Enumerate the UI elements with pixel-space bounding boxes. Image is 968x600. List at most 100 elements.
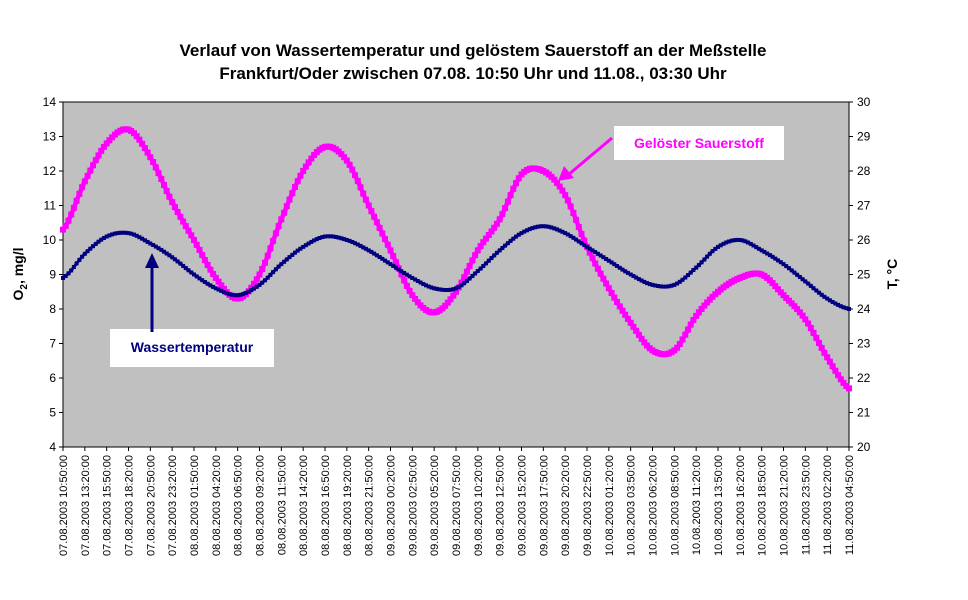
data-point [308,155,315,162]
data-point [227,292,232,297]
data-point [385,260,390,265]
data-point [361,245,366,250]
data-point [153,244,158,249]
data-point [252,286,256,291]
x-tick-label: 08.08.2003 14:20:00 [298,455,310,556]
data-point [268,272,273,277]
data-point [406,287,413,294]
data-point [355,242,360,247]
data-point [641,339,648,346]
series-0 [60,126,852,392]
x-tick-label: 09.08.2003 22:50:00 [582,455,594,556]
data-point [372,251,377,256]
data-point [178,261,183,266]
data-point [314,237,319,242]
data-point [592,260,599,267]
data-point [263,278,267,283]
data-point [174,209,181,215]
data-point [99,237,104,242]
y-left-tick-label: 9 [49,268,56,282]
data-point [249,288,254,293]
data-point [713,246,718,251]
annotation-temperature-label: Wassertemperatur [131,339,254,355]
data-point [391,263,396,268]
data-point [461,274,468,281]
data-point [394,265,398,270]
data-point [832,367,839,374]
data-point [159,247,164,252]
data-point [675,281,680,286]
data-point [606,258,611,263]
data-point [759,248,764,253]
data-point [181,263,186,268]
data-point [530,226,535,231]
data-point [303,243,308,248]
data-point [142,238,147,243]
data-point [312,238,317,243]
data-point [317,236,322,240]
data-point [496,216,503,223]
data-point [210,271,217,277]
data-point [191,237,197,243]
data-point [276,264,281,269]
chart-title-line2: Frankfurt/Oder zwischen 07.08. 10:50 Uhr… [219,64,727,83]
data-point [789,268,794,273]
data-point [205,281,210,286]
data-point [797,275,802,279]
data-point [278,216,285,223]
data-point [79,184,86,191]
data-point [695,309,702,316]
data-point [598,253,603,258]
data-point [840,379,847,386]
data-point [161,182,167,188]
data-point [699,260,704,265]
data-point [560,229,565,234]
data-point [464,279,469,283]
data-point [586,249,593,256]
data-point [451,287,456,292]
data-point [544,224,549,229]
data-point [666,284,671,289]
data-point [186,268,191,273]
data-point [716,244,720,249]
y-right-tick-label: 21 [857,406,871,420]
data-point [204,262,211,268]
data-point [212,274,219,281]
data-point [541,224,546,229]
data-point [830,300,835,304]
data-point [343,157,350,164]
data-point [459,283,464,288]
data-point [510,185,517,192]
data-point [380,256,385,261]
data-point [473,271,478,276]
data-point [784,264,789,269]
data-point [817,290,821,295]
data-point [624,315,631,322]
data-point [115,231,120,236]
x-tick-label: 07.08.2003 15:50:00 [102,455,114,556]
data-point [216,287,221,292]
data-point [336,235,341,240]
data-point [264,252,271,259]
data-point [664,284,669,289]
data-point [144,149,151,156]
data-point [810,329,817,336]
data-point [653,283,658,288]
data-point [762,249,767,254]
data-point [765,251,770,256]
data-point [365,202,372,209]
data-point [87,167,94,174]
data-point [292,184,298,190]
data-point [333,235,338,239]
data-point [207,266,214,273]
y-right-tick-label: 22 [857,371,871,385]
x-tick-label: 07.08.2003 23:20:00 [167,455,179,556]
data-point [81,178,88,185]
annotation-temperature-arrow-head [145,253,159,268]
data-point [807,325,814,331]
data-point [694,265,699,270]
y-right-tick-label: 23 [857,337,871,351]
x-tick-label: 08.08.2003 01:50:00 [189,455,201,556]
data-point [270,237,277,244]
data-point [556,183,563,190]
